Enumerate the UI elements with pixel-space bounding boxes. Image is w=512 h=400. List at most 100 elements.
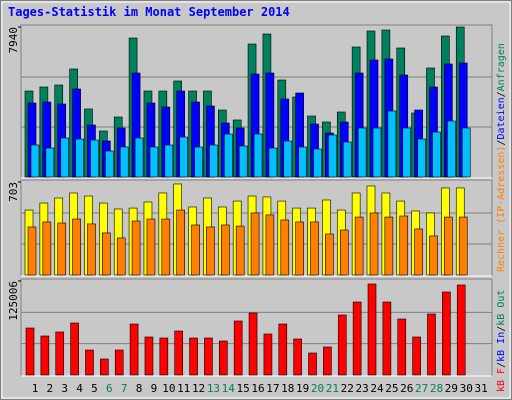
bar (382, 301, 392, 376)
bar (298, 146, 307, 178)
chart-title: Tages-Statistik im Monat September 2014 (8, 5, 290, 19)
legend: kB F/kB In/kB Out (496, 290, 507, 392)
bar (293, 338, 302, 376)
y-tick-label: 703 (7, 182, 20, 202)
bar (75, 138, 84, 178)
legend-entry: Anfragen (496, 43, 507, 91)
bar (278, 323, 288, 376)
bar (174, 330, 183, 376)
bar (131, 220, 141, 276)
legend-entry: kB F (496, 368, 507, 392)
x-tick-label: 10 (162, 382, 175, 395)
x-tick-label: 29 (445, 382, 458, 395)
bar (283, 140, 293, 178)
bar (194, 146, 203, 178)
bar (87, 223, 96, 276)
bar (414, 228, 423, 276)
bar (85, 349, 94, 376)
bar (116, 237, 126, 276)
legend-entry: Dateien (496, 97, 507, 139)
bar (447, 120, 456, 178)
bar (144, 336, 154, 376)
bar (146, 218, 156, 276)
bar (352, 301, 362, 376)
bar (323, 346, 332, 376)
legend-separator: / (496, 326, 507, 332)
x-tick-label: 23 (356, 382, 369, 395)
bar (456, 284, 466, 376)
bar (114, 349, 124, 376)
y-tick-label: 125006 (7, 281, 20, 321)
bar (402, 127, 412, 178)
bar (325, 233, 334, 276)
bar (176, 209, 185, 276)
bar (357, 127, 367, 178)
bar (206, 226, 215, 276)
bar (57, 222, 67, 276)
x-tick-label: 21 (326, 382, 339, 395)
x-tick-label: 8 (136, 382, 143, 395)
bar (280, 219, 290, 276)
bar (372, 127, 382, 178)
x-tick-label: 3 (61, 382, 68, 395)
bar (55, 331, 65, 376)
x-tick-label: 31 (474, 382, 487, 395)
legend-entry: kB Out (496, 290, 507, 326)
bar (90, 139, 99, 178)
bar (235, 225, 245, 276)
x-tick-label: 12 (192, 382, 205, 395)
bar (134, 137, 144, 178)
bar (397, 318, 407, 376)
bar (263, 333, 273, 376)
x-tick-label: 1 (32, 382, 39, 395)
bar (70, 322, 79, 376)
bar (461, 127, 471, 178)
x-tick-label: 16 (251, 382, 264, 395)
bar (432, 131, 441, 178)
x-tick-label: 5 (91, 382, 98, 395)
x-tick-label: 9 (151, 382, 158, 395)
bar (204, 337, 213, 376)
bar (191, 224, 200, 276)
bar (429, 235, 438, 276)
legend-entry: kB In (496, 332, 507, 362)
legend-separator: / (496, 362, 507, 368)
bar (342, 141, 352, 178)
bar (253, 133, 263, 178)
bar (119, 146, 129, 178)
legend: Rechner (IP-Adressen)/Dateien/Anfragen (496, 43, 507, 272)
x-tick-label: 25 (385, 382, 398, 395)
bar (308, 352, 317, 376)
bar (367, 283, 377, 376)
bar (238, 145, 248, 178)
bar (149, 146, 159, 178)
bar (295, 221, 304, 276)
x-tick-label: 19 (296, 382, 309, 395)
bar (384, 216, 394, 276)
bar (72, 218, 81, 276)
bar (45, 147, 55, 178)
x-tick-label: 27 (415, 382, 428, 395)
bar (268, 147, 278, 178)
bar (221, 224, 230, 276)
x-tick-label: 30 (460, 382, 473, 395)
y-tick-label: 7940 (7, 27, 20, 54)
x-tick-label: 26 (400, 382, 413, 395)
bar (313, 148, 322, 178)
x-tick-label: 7 (121, 382, 128, 395)
legend-separator: / (496, 91, 507, 97)
x-tick-label: 20 (311, 382, 324, 395)
x-tick-label: 18 (281, 382, 294, 395)
legend-entry: Rechner (IP-Adressen) (496, 146, 507, 272)
bar (233, 320, 243, 376)
x-tick-label: 2 (47, 382, 54, 395)
bar (339, 229, 349, 276)
x-tick-label: 15 (237, 382, 250, 395)
bar (427, 313, 436, 376)
bar (444, 216, 453, 276)
x-tick-label: 14 (222, 382, 236, 395)
bar (224, 133, 233, 178)
bar (337, 314, 347, 376)
